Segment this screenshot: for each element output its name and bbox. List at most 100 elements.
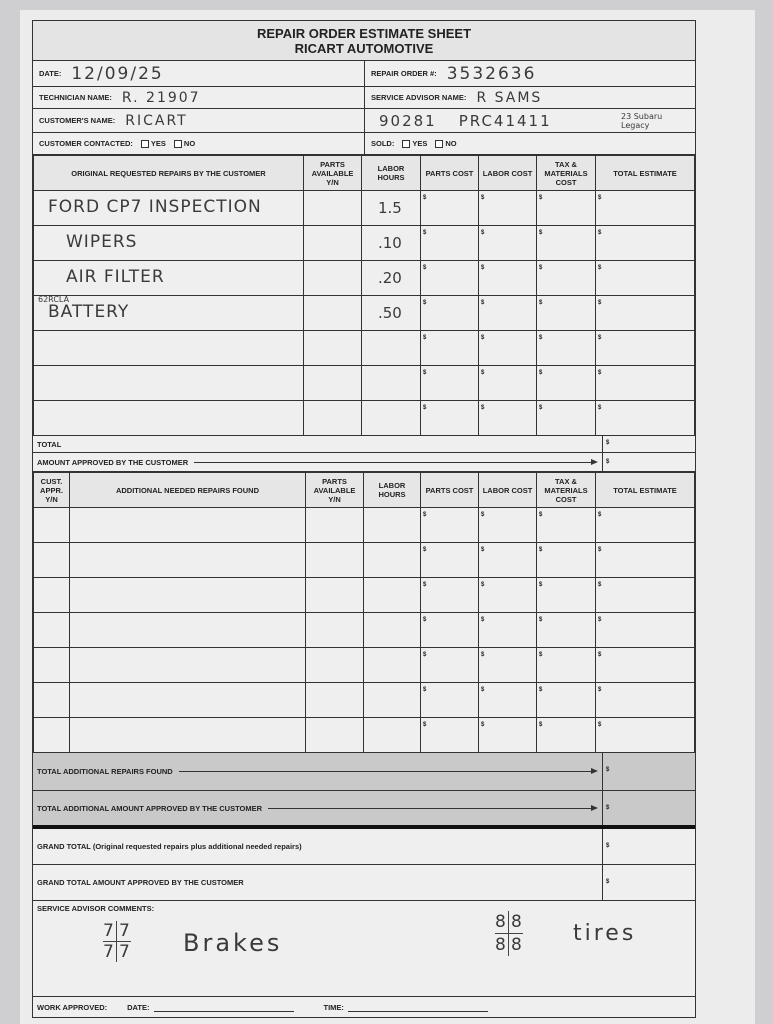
parts-cost-cell[interactable]: $: [420, 330, 479, 366]
labor-hours-cell[interactable]: .50: [361, 295, 421, 331]
contacted-no-checkbox[interactable]: [173, 139, 182, 148]
repair-cell[interactable]: [69, 647, 306, 683]
parts-available-cell[interactable]: [305, 612, 364, 648]
labor-cost-cell[interactable]: $: [478, 542, 537, 578]
tax-cost-cell[interactable]: $: [536, 225, 596, 261]
total-estimate-cell[interactable]: $: [595, 542, 695, 578]
labor-hours-cell[interactable]: .20: [361, 260, 421, 296]
tax-cost-cell[interactable]: $: [536, 612, 596, 648]
tax-cost-cell[interactable]: $: [536, 682, 596, 718]
approval-date-field[interactable]: [153, 1002, 294, 1012]
repair-order-field[interactable]: 3532636: [446, 63, 537, 84]
labor-cost-cell[interactable]: $: [478, 577, 537, 613]
parts-cost-cell[interactable]: $: [420, 507, 479, 543]
total-estimate-cell[interactable]: $: [595, 260, 695, 296]
repair-cell[interactable]: 62RCLA Battery: [33, 295, 304, 331]
parts-available-cell[interactable]: [303, 295, 362, 331]
tax-cost-cell[interactable]: $: [536, 577, 596, 613]
sold-no-checkbox[interactable]: [435, 139, 444, 148]
parts-available-cell[interactable]: [303, 330, 362, 366]
tax-cost-cell[interactable]: $: [536, 400, 596, 436]
parts-available-cell[interactable]: [305, 507, 364, 543]
tax-cost-cell[interactable]: $: [536, 260, 596, 296]
parts-available-cell[interactable]: [303, 260, 362, 296]
cust-approved-cell[interactable]: [33, 717, 70, 753]
labor-cost-cell[interactable]: $: [478, 400, 537, 436]
parts-cost-cell[interactable]: $: [420, 647, 479, 683]
tax-cost-cell[interactable]: $: [536, 542, 596, 578]
tax-cost-cell[interactable]: $: [536, 717, 596, 753]
repair-cell[interactable]: wipers: [33, 225, 304, 261]
cust-approved-cell[interactable]: [33, 647, 70, 683]
parts-cost-cell[interactable]: $: [420, 542, 479, 578]
repair-cell[interactable]: Air filter: [33, 260, 304, 296]
labor-hours-cell[interactable]: [363, 577, 421, 613]
tax-cost-cell[interactable]: $: [536, 647, 596, 683]
technician-field[interactable]: R. 21907: [121, 89, 201, 106]
total-estimate-cell[interactable]: $: [595, 577, 695, 613]
parts-available-cell[interactable]: [305, 577, 364, 613]
parts-cost-cell[interactable]: $: [420, 612, 479, 648]
parts-cost-cell[interactable]: $: [420, 365, 479, 401]
repair-cell[interactable]: [69, 612, 306, 648]
labor-cost-cell[interactable]: $: [478, 225, 537, 261]
labor-cost-cell[interactable]: $: [478, 612, 537, 648]
parts-cost-cell[interactable]: $: [420, 717, 479, 753]
labor-hours-cell[interactable]: [363, 682, 421, 718]
total-estimate-cell[interactable]: $: [595, 225, 695, 261]
parts-available-cell[interactable]: [303, 225, 362, 261]
cust-approved-cell[interactable]: [33, 507, 70, 543]
parts-cost-cell[interactable]: $: [420, 682, 479, 718]
repair-cell[interactable]: [69, 577, 306, 613]
labor-cost-cell[interactable]: $: [478, 260, 537, 296]
repair-cell[interactable]: [33, 330, 304, 366]
total-estimate-cell[interactable]: $: [595, 400, 695, 436]
parts-cost-cell[interactable]: $: [420, 190, 479, 226]
contacted-yes-checkbox[interactable]: [140, 139, 149, 148]
repair-cell[interactable]: [33, 365, 304, 401]
cust-approved-cell[interactable]: [33, 577, 70, 613]
advisor-field[interactable]: R SAMS: [476, 89, 543, 106]
parts-available-cell[interactable]: [303, 400, 362, 436]
total-estimate-cell[interactable]: $: [595, 507, 695, 543]
repair-cell[interactable]: [33, 400, 304, 436]
labor-cost-cell[interactable]: $: [478, 682, 537, 718]
labor-hours-cell[interactable]: [363, 647, 421, 683]
labor-cost-cell[interactable]: $: [478, 295, 537, 331]
total-estimate-cell[interactable]: $: [595, 612, 695, 648]
parts-cost-cell[interactable]: $: [420, 400, 479, 436]
total-estimate-cell[interactable]: $: [595, 295, 695, 331]
labor-cost-cell[interactable]: $: [478, 647, 537, 683]
parts-available-cell[interactable]: [305, 717, 364, 753]
labor-cost-cell[interactable]: $: [478, 365, 537, 401]
parts-available-cell[interactable]: [305, 682, 364, 718]
parts-available-cell[interactable]: [303, 190, 362, 226]
total-estimate-cell[interactable]: $: [595, 365, 695, 401]
tax-cost-cell[interactable]: $: [536, 190, 596, 226]
labor-hours-cell[interactable]: [363, 507, 421, 543]
labor-cost-cell[interactable]: $: [478, 507, 537, 543]
cust-approved-cell[interactable]: [33, 612, 70, 648]
labor-hours-cell[interactable]: [363, 612, 421, 648]
total-estimate-cell[interactable]: $: [595, 330, 695, 366]
tax-cost-cell[interactable]: $: [536, 330, 596, 366]
tax-cost-cell[interactable]: $: [536, 295, 596, 331]
labor-cost-cell[interactable]: $: [478, 190, 537, 226]
labor-hours-cell[interactable]: [361, 365, 421, 401]
customer-field[interactable]: RICART: [125, 112, 188, 129]
total-estimate-cell[interactable]: $: [595, 682, 695, 718]
repair-cell[interactable]: [69, 682, 306, 718]
parts-available-cell[interactable]: [303, 365, 362, 401]
labor-hours-cell[interactable]: [363, 717, 421, 753]
tax-cost-cell[interactable]: $: [536, 507, 596, 543]
total-estimate-cell[interactable]: $: [595, 647, 695, 683]
parts-available-cell[interactable]: [305, 647, 364, 683]
cust-approved-cell[interactable]: [33, 682, 70, 718]
labor-hours-cell[interactable]: [363, 542, 421, 578]
parts-cost-cell[interactable]: $: [420, 295, 479, 331]
labor-hours-cell[interactable]: 1.5: [361, 190, 421, 226]
repair-cell[interactable]: [69, 542, 306, 578]
labor-cost-cell[interactable]: $: [478, 717, 537, 753]
total-estimate-cell[interactable]: $: [595, 190, 695, 226]
labor-hours-cell[interactable]: .10: [361, 225, 421, 261]
